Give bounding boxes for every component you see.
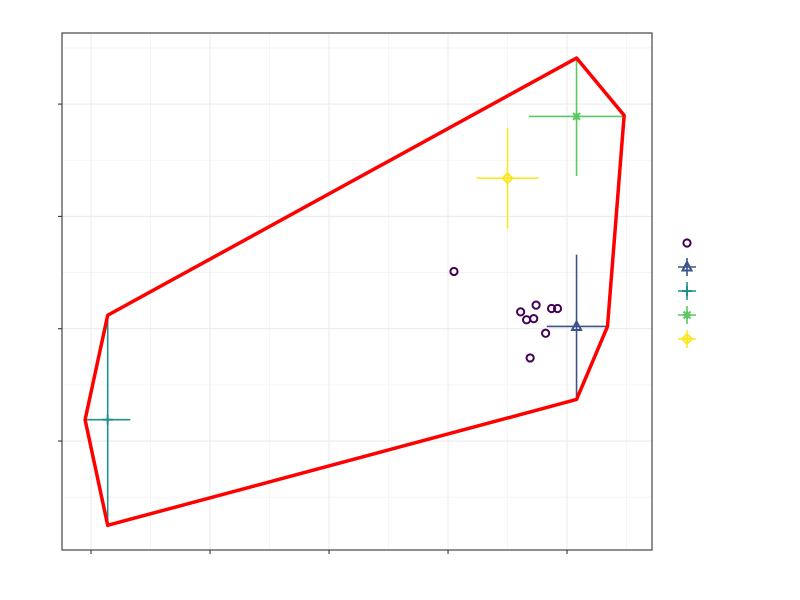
marker-stroke [572,112,581,121]
point [449,266,459,277]
point [680,259,694,272]
marker-shape [531,300,541,310]
hull [83,56,626,528]
legend-key [678,330,696,348]
marker-shape [449,266,459,277]
point [546,303,557,314]
legend-key [678,258,696,276]
marker-shape [552,303,563,314]
point [682,286,692,296]
marker-shape [529,314,539,324]
point [680,332,694,346]
legend-key [682,238,692,248]
point [529,314,539,324]
marker-shape [516,307,526,317]
point [541,328,551,338]
point [572,112,581,121]
point [570,319,583,331]
marker-stroke [682,310,692,320]
legend-key [678,306,696,324]
marker-shape [541,328,551,338]
point [552,303,563,314]
marker-shape [682,238,692,248]
marker-shape [680,259,694,272]
point [102,414,113,425]
marker-shape [525,353,535,363]
panel-border [61,32,653,551]
marker-shape [546,303,557,314]
point [516,307,526,317]
marker-shape [570,319,583,331]
point [501,171,514,185]
point [682,238,692,248]
point [525,353,535,363]
point [531,300,541,310]
point [682,310,692,320]
legend-key [678,282,696,300]
